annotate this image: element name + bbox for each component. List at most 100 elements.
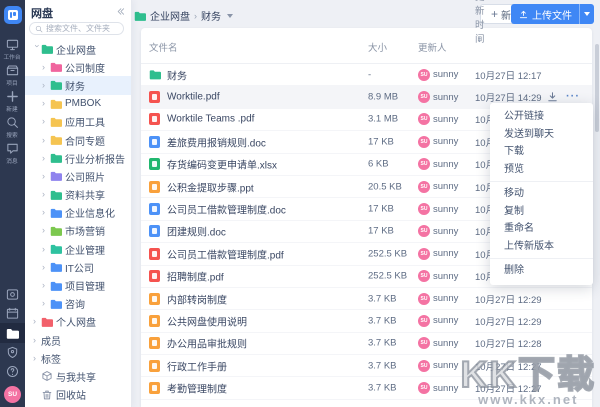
tree-item-10[interactable]: › 企业信息化 bbox=[25, 204, 131, 222]
rail-item-workbench[interactable]: 工作台 bbox=[0, 36, 25, 62]
tree-item-4[interactable]: › PMBOK bbox=[25, 95, 131, 113]
breadcrumb-caret-icon[interactable] bbox=[227, 13, 233, 18]
rail-item-search[interactable]: 搜索 bbox=[0, 114, 25, 140]
ppt-file-icon bbox=[149, 180, 160, 193]
chevron-right-icon[interactable]: › bbox=[42, 280, 45, 291]
tree-item-9[interactable]: › 资料共享 bbox=[25, 186, 131, 204]
tree-item-20[interactable]: 回收站 bbox=[25, 386, 131, 404]
file-row-1[interactable]: 财务 - SU sunny 10月27日 12:17 bbox=[141, 64, 592, 87]
menu-item-移动[interactable]: 移动 bbox=[504, 188, 524, 199]
more-actions-icon[interactable]: ··· bbox=[566, 90, 580, 103]
rail-item-create[interactable]: 新建 bbox=[0, 88, 25, 114]
collapse-sidebar-icon[interactable] bbox=[115, 6, 126, 17]
menu-item-重命名[interactable]: 重命名 bbox=[504, 223, 534, 234]
chevron-right-icon[interactable]: › bbox=[33, 352, 36, 363]
rail-item-label: 项目 bbox=[6, 80, 19, 87]
tree-item-8[interactable]: › 公司照片 bbox=[25, 167, 131, 185]
file-updater: SU sunny bbox=[418, 382, 458, 395]
rail-item-message[interactable]: 消息 bbox=[0, 140, 25, 166]
menu-item-预览[interactable]: 预览 bbox=[504, 163, 524, 175]
file-updater: SU sunny bbox=[418, 135, 458, 148]
tree-item-15[interactable]: › 咨询 bbox=[25, 295, 131, 313]
file-row-11[interactable]: 内部转岗制度 3.7 KB SU sunny 10月27日 12:29 bbox=[141, 288, 592, 311]
chevron-right-icon[interactable]: › bbox=[42, 98, 45, 109]
file-row-2[interactable]: Worktile.pdf 8.9 MB SU sunny 10月27日 14:29 ··· bbox=[141, 86, 592, 109]
chevron-right-icon[interactable]: › bbox=[42, 189, 45, 200]
file-updater: SU sunny bbox=[418, 359, 458, 372]
file-file-icon bbox=[149, 359, 160, 372]
rail-nav: 工作台项目新建 搜索 消息 bbox=[0, 36, 25, 166]
folder-icon bbox=[50, 299, 62, 309]
updater-name: sunny bbox=[433, 337, 459, 349]
tree-item-6[interactable]: › 合同专题 bbox=[25, 131, 131, 149]
file-row-13[interactable]: 办公用品审批规则 3.7 KB SU sunny 10月27日 12:28 bbox=[141, 333, 592, 356]
file-updater: SU sunny bbox=[418, 292, 458, 305]
app-logo[interactable] bbox=[3, 6, 22, 24]
tree-item-16[interactable]: › 个人网盘 bbox=[25, 313, 131, 331]
menu-item-下载[interactable]: 下载 bbox=[504, 146, 524, 157]
vertical-scrollbar-thumb[interactable] bbox=[595, 44, 599, 132]
chevron-right-icon[interactable]: › bbox=[42, 207, 45, 218]
updater-avatar: SU bbox=[418, 225, 430, 238]
menu-item-复制[interactable]: 复制 bbox=[504, 205, 524, 217]
rail-tool-help[interactable] bbox=[0, 362, 25, 381]
chevron-right-icon[interactable]: › bbox=[42, 116, 45, 127]
tree-item-12[interactable]: › 企业管理 bbox=[25, 240, 131, 258]
tree-item-7[interactable]: › 行业分析报告 bbox=[25, 149, 131, 167]
file-row-15[interactable]: 考勤管理制度 3.7 KB SU sunny 10月27日 12:27 bbox=[141, 377, 592, 400]
column-header-size[interactable]: 大小 bbox=[368, 43, 388, 54]
breadcrumb-item-root[interactable]: 企业网盘 bbox=[150, 12, 190, 23]
tree-item-11[interactable]: › 市场营销 bbox=[25, 222, 131, 240]
menu-item-上传新版本[interactable]: 上传新版本 bbox=[504, 240, 554, 252]
upload-dropdown-button[interactable] bbox=[580, 4, 594, 24]
rail-tool-board[interactable] bbox=[0, 285, 25, 304]
chevron-right-icon[interactable]: › bbox=[42, 152, 45, 163]
board-icon bbox=[6, 288, 19, 301]
chevron-right-icon[interactable]: › bbox=[42, 170, 45, 181]
tree-item-1[interactable]: › 企业网盘 bbox=[25, 40, 131, 58]
tree-item-18[interactable]: › 标签 bbox=[25, 349, 131, 367]
tree-item-19[interactable]: 与我共享 bbox=[25, 367, 131, 385]
rail-tool-shield[interactable] bbox=[0, 343, 25, 362]
tree-item-17[interactable]: › 成员 bbox=[25, 331, 131, 349]
search-input[interactable]: 搜索文件、文件夹 bbox=[29, 22, 124, 35]
rail-item-project[interactable]: 项目 bbox=[0, 62, 25, 88]
column-header-updater[interactable]: 更新人 bbox=[418, 43, 447, 54]
chevron-right-icon[interactable]: › bbox=[42, 61, 45, 72]
menu-item-公开链接[interactable]: 公开链接 bbox=[504, 111, 544, 122]
tree-item-label: 公司照片 bbox=[65, 172, 105, 184]
chevron-right-icon[interactable]: › bbox=[42, 298, 45, 309]
tree-item-3[interactable]: › 财务 bbox=[25, 76, 131, 95]
user-avatar[interactable]: SU bbox=[4, 386, 21, 403]
chevron-right-icon[interactable]: › bbox=[42, 134, 45, 145]
chevron-down-icon[interactable]: › bbox=[32, 44, 43, 48]
tree-item-14[interactable]: › 项目管理 bbox=[25, 276, 131, 294]
updater-avatar: SU bbox=[418, 113, 430, 126]
tree-item-2[interactable]: › 公司制度 bbox=[25, 58, 131, 76]
menu-item-发送到聊天[interactable]: 发送到聊天 bbox=[504, 128, 554, 140]
upload-file-button[interactable]: 上传文件 bbox=[511, 4, 594, 24]
chevron-right-icon[interactable]: › bbox=[42, 225, 45, 236]
download-icon[interactable] bbox=[546, 91, 559, 104]
tree-item-5[interactable]: › 应用工具 bbox=[25, 113, 131, 131]
chevron-right-icon[interactable]: › bbox=[33, 316, 36, 327]
file-size: 3.1 MB bbox=[368, 113, 399, 125]
chevron-right-icon[interactable]: › bbox=[33, 334, 36, 345]
chevron-right-icon[interactable]: › bbox=[42, 261, 45, 272]
breadcrumb-item-current[interactable]: 财务 bbox=[201, 12, 221, 23]
column-header-name[interactable]: 文件名 bbox=[149, 43, 178, 54]
rail-item-label: 新建 bbox=[6, 106, 19, 113]
rail-tool-drive[interactable] bbox=[0, 323, 25, 343]
updater-avatar: SU bbox=[418, 180, 430, 193]
menu-item-删除[interactable]: 删除 bbox=[504, 265, 524, 276]
file-row-14[interactable]: 行政工作手册 3.7 KB SU sunny 10月27日 12:27 bbox=[141, 355, 592, 378]
folder-icon bbox=[149, 69, 162, 80]
tree-item-label: 财务 bbox=[65, 81, 85, 93]
workbench-icon bbox=[6, 38, 19, 51]
tree-item-13[interactable]: › IT公司 bbox=[25, 258, 131, 276]
updater-avatar: SU bbox=[418, 158, 430, 171]
chevron-right-icon[interactable]: › bbox=[42, 79, 45, 90]
rail-tool-calendar[interactable] bbox=[0, 304, 25, 323]
chevron-right-icon[interactable]: › bbox=[42, 243, 45, 254]
file-row-12[interactable]: 公共网盘使用说明 3.7 KB SU sunny 10月27日 12:29 bbox=[141, 310, 592, 333]
